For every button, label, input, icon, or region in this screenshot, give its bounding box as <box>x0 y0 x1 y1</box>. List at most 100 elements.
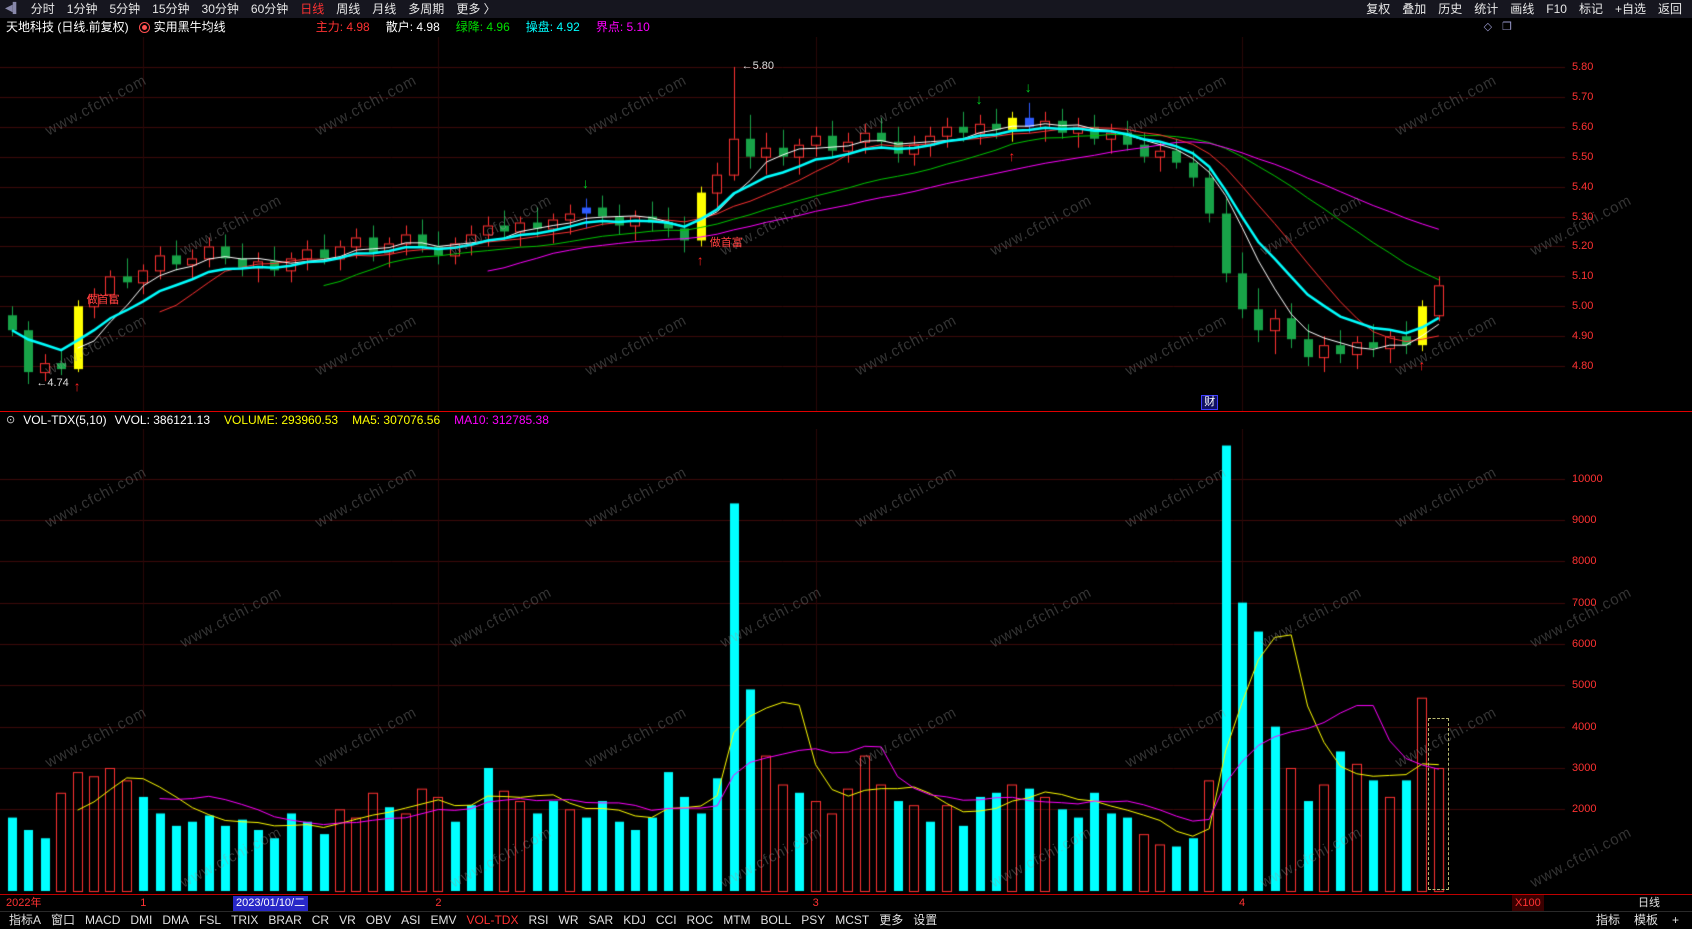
toolbar-button-6[interactable]: 标记 <box>1578 2 1603 16</box>
sell-arrow-icon: ↓ <box>975 90 983 107</box>
price-tick: 4.80 <box>1572 360 1594 373</box>
period-menu: 分时 1分钟 5分钟 15分钟 30分钟 60分钟 日线 周线 月线 多周期 更多 〉 <box>25 0 502 18</box>
indicator-tab-18[interactable]: CCI <box>655 913 677 927</box>
volume-chart-pane: www.cfchi.com www.cfchi.com www.cfchi.com w… <box>0 429 1692 894</box>
month-tick-3: 3 <box>812 897 819 909</box>
panels-icon[interactable]: ❐ <box>1502 21 1512 33</box>
cai-marker: 财 <box>1201 395 1219 410</box>
volume-chart-canvas[interactable] <box>0 429 1692 894</box>
date-indicator: 2023/01/10/二 <box>233 896 309 911</box>
toolbar-button-8[interactable]: 返回 <box>1657 2 1682 16</box>
indicator-tab-19[interactable]: ROC <box>686 913 714 927</box>
toolbar-button-4[interactable]: 画线 <box>1510 2 1535 16</box>
indicator-tab-0[interactable]: 指标A <box>9 913 42 927</box>
indicator-tab-9[interactable]: VR <box>339 913 356 927</box>
bottom-right-group: 指标 模板 + <box>1591 912 1692 929</box>
month-tick-1: 1 <box>140 897 147 909</box>
toolbar-button-5[interactable]: F10 <box>1546 2 1567 16</box>
volume-tick: 4000 <box>1572 720 1597 733</box>
indicator-tab-13[interactable]: VOL-TDX <box>466 913 519 927</box>
indicator-tab-6[interactable]: TRIX <box>231 913 259 927</box>
indicator-tab-4[interactable]: DMA <box>162 913 190 927</box>
indicator-tab-16[interactable]: SAR <box>588 913 614 927</box>
indicator-tab-10[interactable]: OBV <box>365 913 392 927</box>
buy-signal-text: 做首富 <box>709 237 743 250</box>
volume-value-2: MA5: 307076.56 <box>352 413 441 427</box>
top-menu-bar: ◀▌ 分时 1分钟 5分钟 15分钟 30分钟 60分钟 日线 周线 月线 多周期 更多 〉 复权叠… <box>0 0 1692 18</box>
indicator-tab-14[interactable]: RSI <box>528 913 549 927</box>
period-label: 日线 <box>1638 897 1660 909</box>
indicator-tab-25[interactable]: 设置 <box>913 913 938 927</box>
indicator-value-0: 主力: 4.98 <box>315 20 370 34</box>
toolbar-button-2[interactable]: 历史 <box>1438 2 1463 16</box>
buy-arrow-icon: ↑ <box>1008 147 1016 164</box>
period-tab-1[interactable]: 1分钟 <box>66 2 98 16</box>
price-tick: 4.90 <box>1572 330 1594 343</box>
price-tick: 5.10 <box>1572 270 1594 283</box>
indicator-tab-3[interactable]: DMI <box>130 913 153 927</box>
high-price-label: ←5.80 <box>741 59 775 72</box>
period-tab-8[interactable]: 月线 <box>372 2 397 16</box>
collapse-circle-icon[interactable]: ⊙ <box>6 414 16 426</box>
info-bar-icons: ◇ ❐ <box>1484 18 1692 37</box>
info-bar: 天地科技 (日线.前复权) 实用黑牛均线 主力: 4.98 散户: 4.98 绿降:… <box>0 18 1692 37</box>
indicator-tab-7[interactable]: BRAR <box>268 913 302 927</box>
main-chart-pane: www.cfchi.com www.cfchi.com www.cfchi.com w… <box>0 37 1692 411</box>
price-tick: 5.40 <box>1572 180 1594 193</box>
indicator-tab-8[interactable]: CR <box>311 913 330 927</box>
period-tab-7[interactable]: 周线 <box>336 2 361 16</box>
period-tab-5[interactable]: 60分钟 <box>250 2 289 16</box>
period-tab-4[interactable]: 30分钟 <box>201 2 239 16</box>
main-chart-canvas[interactable] <box>0 37 1692 411</box>
volume-tick: 7000 <box>1572 596 1597 609</box>
low-price-label: ←4.74 <box>36 377 69 390</box>
volume-indicator-name[interactable]: VOL-TDX(5,10) <box>23 413 107 427</box>
indicator-tab-23[interactable]: MCST <box>835 913 870 927</box>
volume-tick: 3000 <box>1572 761 1597 774</box>
period-tab-2[interactable]: 5分钟 <box>109 2 141 16</box>
toolbar-button-1[interactable]: 叠加 <box>1402 2 1427 16</box>
window-control-icon[interactable]: ◀▌ <box>5 3 20 14</box>
price-tick: 5.60 <box>1572 120 1594 133</box>
indicator-tab-2[interactable]: MACD <box>85 913 121 927</box>
toolbar-button-3[interactable]: 统计 <box>1474 2 1499 16</box>
x-axis-row: 2022年 1 2 3 4 2023/01/10/二 X100 日线 <box>0 894 1692 911</box>
toolbar-right: 复权 叠加 历史 统计 画线 F10 标记 +自选 返回 <box>1360 0 1692 18</box>
volume-tick: 2000 <box>1572 803 1597 816</box>
volume-value-3: MA10: 312785.38 <box>454 413 549 427</box>
price-tick: 5.00 <box>1572 300 1594 313</box>
period-tab-0[interactable]: 分时 <box>30 2 55 16</box>
indicator-tabs: 指标A 窗口 MACD DMI DMA FSL TRIX BRAR CR VR OBV ASI EMV V… <box>4 912 942 929</box>
indicator-name[interactable]: 实用黑牛均线 <box>153 20 226 34</box>
diamond-icon[interactable]: ◇ <box>1483 21 1493 33</box>
period-tab-9[interactable]: 多周期 <box>408 2 445 16</box>
volume-values: VVOL: 386121.13 VOLUME: 293960.53 MA5: 307… <box>115 412 549 429</box>
period-tab-3[interactable]: 15分钟 <box>152 2 190 16</box>
indicator-tab-12[interactable]: EMV <box>430 913 457 927</box>
indicator-value-4: 界点: 5.10 <box>595 20 650 34</box>
buy-arrow-icon: ↑ <box>73 378 81 395</box>
price-tick: 5.50 <box>1572 150 1594 163</box>
volume-tick: 10000 <box>1572 472 1603 485</box>
indicator-icon[interactable] <box>138 22 150 33</box>
indicator-tab-17[interactable]: KDJ <box>623 913 646 927</box>
indicator-tab-1[interactable]: 窗口 <box>51 913 76 927</box>
stock-title[interactable]: 天地科技 (日线.前复权) <box>6 20 129 34</box>
indicator-values: 主力: 4.98 散户: 4.98 绿降: 4.96 操盘: 4.92 界点: 5.10 <box>316 18 666 37</box>
indicator-tab-21[interactable]: BOLL <box>760 913 792 927</box>
add-panel-icon[interactable]: + <box>1671 913 1679 927</box>
indicator-tab-5[interactable]: FSL <box>199 913 222 927</box>
bottom-link-indicator[interactable]: 指标 <box>1595 913 1620 927</box>
period-tab-10[interactable]: 更多 〉 <box>456 2 496 16</box>
toolbar-button-7[interactable]: +自选 <box>1614 2 1646 16</box>
indicator-tab-20[interactable]: MTM <box>723 913 751 927</box>
indicator-tab-11[interactable]: ASI <box>401 913 421 927</box>
bottom-link-template[interactable]: 模板 <box>1633 913 1658 927</box>
period-tab-6[interactable]: 日线 <box>300 2 325 16</box>
indicator-tab-22[interactable]: PSY <box>801 913 826 927</box>
indicator-tab-15[interactable]: WR <box>558 913 579 927</box>
toolbar-button-0[interactable]: 复权 <box>1366 2 1391 16</box>
volume-tick: 5000 <box>1572 679 1597 692</box>
indicator-tab-24[interactable]: 更多 <box>879 913 904 927</box>
